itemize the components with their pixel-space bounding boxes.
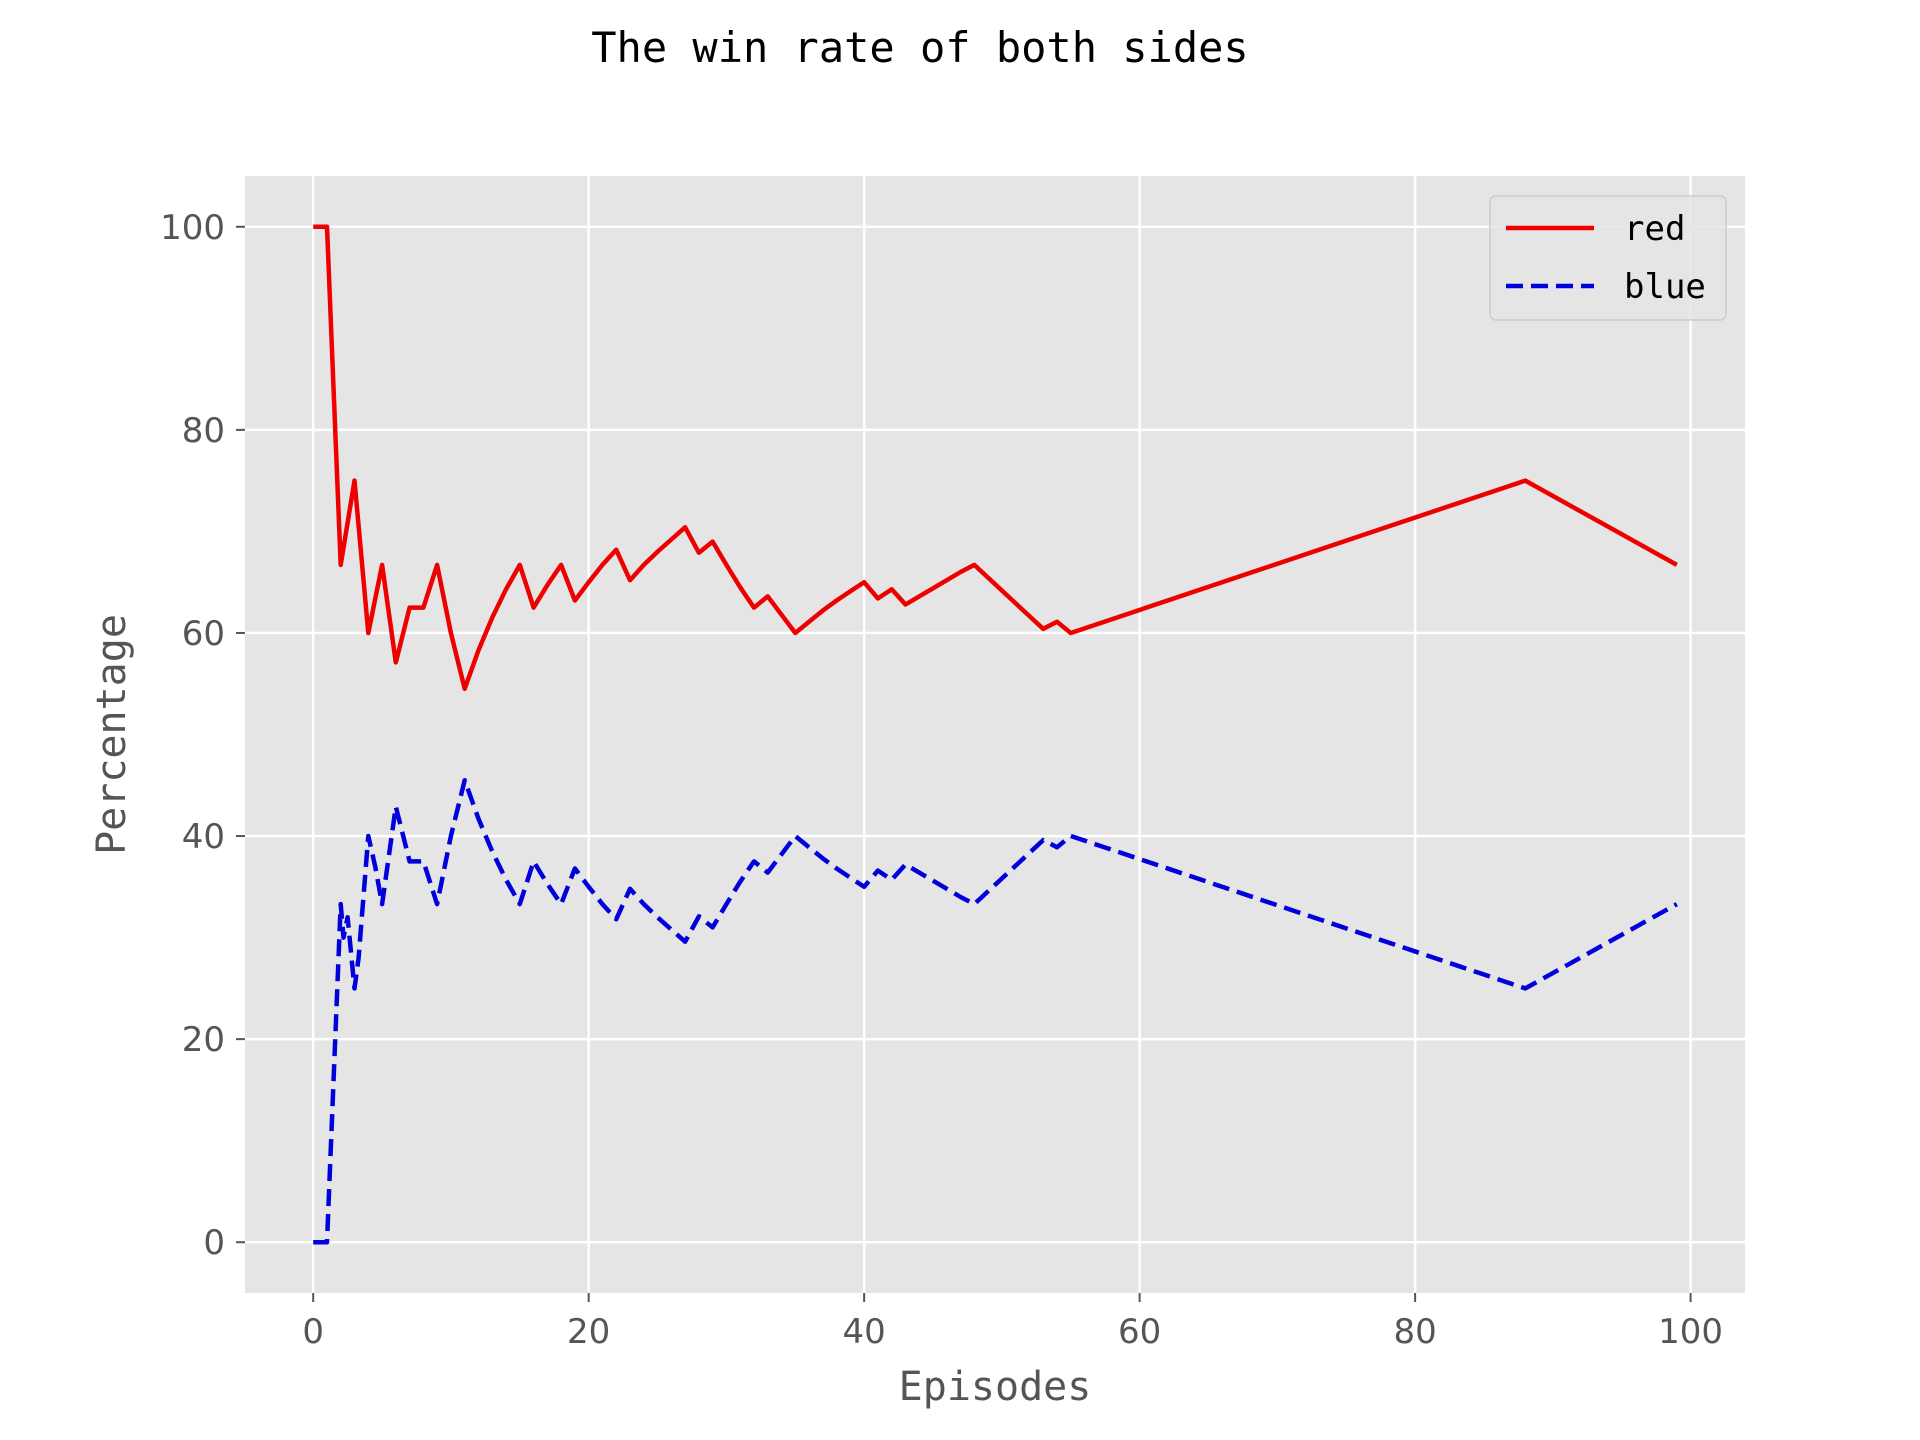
chart-title: The win rate of both sides xyxy=(591,23,1248,72)
axis-ticks: 0 20 40 60 80 100 0 20 40 60 80 100 xyxy=(160,208,1723,1352)
y-tick-label: 60 xyxy=(182,614,225,654)
x-tick-label: 0 xyxy=(302,1312,324,1352)
y-tick-label: 0 xyxy=(203,1223,225,1263)
y-tick-label: 20 xyxy=(182,1020,225,1060)
y-tick-label: 100 xyxy=(160,208,225,248)
x-axis-label: Episodes xyxy=(899,1364,1092,1410)
x-tick-label: 60 xyxy=(1118,1312,1161,1352)
plot-background xyxy=(245,176,1745,1293)
legend-label-red: red xyxy=(1624,209,1685,249)
series-line-blue xyxy=(313,777,1678,1245)
series-lines xyxy=(313,224,1678,1245)
x-tick-label: 80 xyxy=(1393,1312,1436,1352)
grid-lines xyxy=(245,176,1745,1293)
legend: red blue xyxy=(1489,195,1727,321)
y-tick-label: 40 xyxy=(182,817,225,857)
y-axis-label: Percentage xyxy=(89,614,135,855)
legend-label-blue: blue xyxy=(1624,267,1706,307)
y-tick-label: 80 xyxy=(182,411,225,451)
series-line-red xyxy=(313,224,1678,692)
x-tick-label: 100 xyxy=(1658,1312,1723,1352)
x-tick-label: 20 xyxy=(567,1312,610,1352)
x-tick-label: 40 xyxy=(843,1312,886,1352)
